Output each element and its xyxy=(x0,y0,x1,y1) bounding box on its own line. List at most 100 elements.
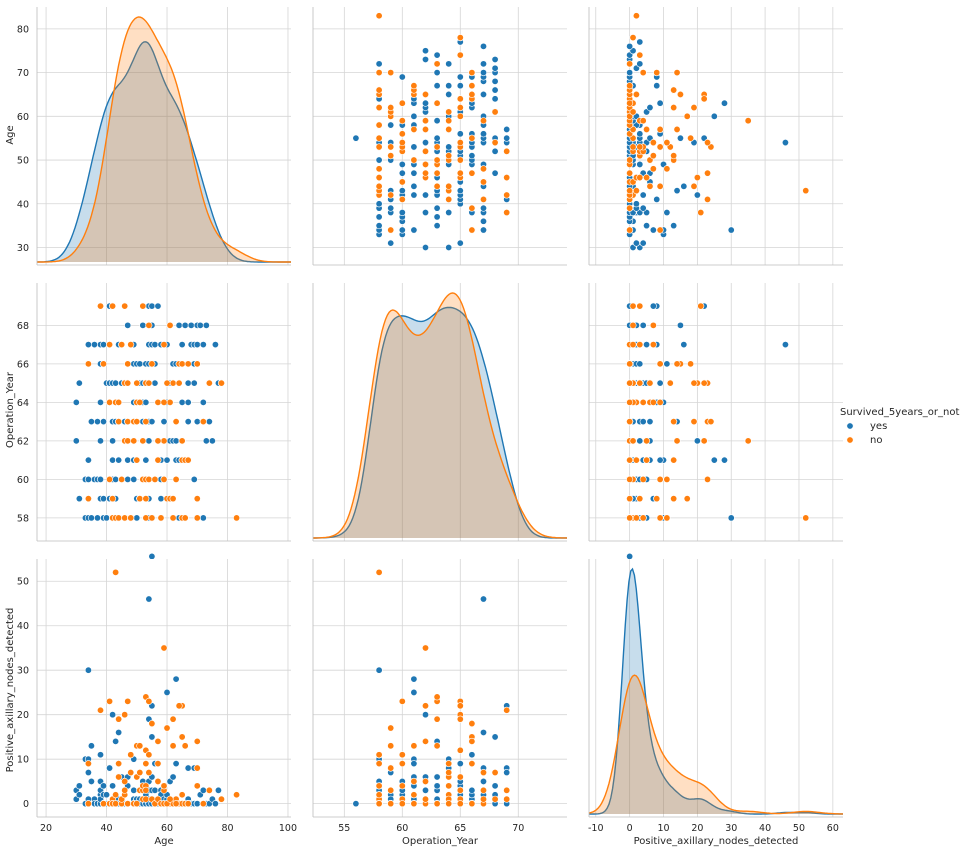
point-yes xyxy=(151,786,159,794)
point-no xyxy=(375,12,383,20)
point-no xyxy=(456,139,464,147)
point-no xyxy=(115,760,123,768)
point-yes xyxy=(87,777,95,785)
point-no xyxy=(387,226,395,234)
point-yes xyxy=(680,341,688,349)
point-no xyxy=(626,187,634,195)
point-yes xyxy=(639,239,647,247)
point-no xyxy=(410,156,418,164)
point-yes xyxy=(479,217,487,225)
point-no xyxy=(649,341,657,349)
point-yes xyxy=(193,341,201,349)
point-no xyxy=(663,514,671,522)
y-tick-label: 64 xyxy=(17,398,29,409)
point-no xyxy=(145,751,153,759)
point-no xyxy=(666,379,674,387)
point-yes xyxy=(109,711,117,719)
point-no xyxy=(124,360,132,368)
point-no xyxy=(445,117,453,125)
point-yes xyxy=(109,456,117,464)
point-no xyxy=(121,777,129,785)
point-yes xyxy=(445,244,453,252)
point-no xyxy=(106,398,114,406)
point-yes xyxy=(445,143,453,151)
point-no xyxy=(670,418,678,426)
point-no xyxy=(503,209,511,217)
point-no xyxy=(97,706,105,714)
point-yes xyxy=(148,733,156,741)
point-no xyxy=(456,169,464,177)
point-no xyxy=(139,437,147,445)
point-no xyxy=(422,777,430,785)
point-yes xyxy=(75,379,83,387)
point-yes xyxy=(491,733,499,741)
point-yes xyxy=(636,160,644,168)
point-yes xyxy=(422,244,430,252)
point-no xyxy=(387,69,395,77)
point-yes xyxy=(199,341,207,349)
x-tick-label: 65 xyxy=(454,823,466,834)
x-tick-label: 100 xyxy=(279,823,297,834)
point-yes xyxy=(103,791,111,799)
point-no xyxy=(410,800,418,808)
point-no xyxy=(649,165,657,173)
point-yes xyxy=(109,437,117,445)
point-yes xyxy=(84,769,92,777)
y-tick-label: 20 xyxy=(17,710,29,721)
point-yes xyxy=(639,321,647,329)
y-tick-label: 70 xyxy=(17,68,29,79)
point-yes xyxy=(410,169,418,177)
point-no xyxy=(503,174,511,182)
point-no xyxy=(160,398,168,406)
point-no xyxy=(127,751,135,759)
point-no xyxy=(133,379,141,387)
point-yes xyxy=(410,675,418,683)
point-no xyxy=(375,69,383,77)
point-yes xyxy=(433,773,441,781)
point-no xyxy=(142,514,150,522)
point-no xyxy=(124,437,132,445)
point-yes xyxy=(491,782,499,790)
x-tick-label: 50 xyxy=(793,823,805,834)
point-yes xyxy=(410,688,418,696)
panel-operation-year-vs-age: 58 60 62 64 66 68 xyxy=(17,283,291,560)
point-no xyxy=(193,495,201,503)
point-yes xyxy=(433,69,441,77)
point-no xyxy=(491,795,499,803)
point-no xyxy=(639,475,647,483)
kde-fill-yes xyxy=(37,41,291,262)
point-yes xyxy=(115,728,123,736)
point-yes xyxy=(422,711,430,719)
point-yes xyxy=(178,341,186,349)
point-no xyxy=(410,791,418,799)
point-yes xyxy=(172,675,180,683)
point-yes xyxy=(422,47,430,55)
kde-line-no xyxy=(37,16,291,263)
point-no xyxy=(479,165,487,173)
point-yes xyxy=(479,777,487,785)
legend-label-yes: yes xyxy=(870,421,887,432)
point-yes xyxy=(154,302,162,310)
panel-positive-axillary-nodes-detected-vs-operation-year: 55 60 65 70 xyxy=(312,559,567,834)
point-yes xyxy=(375,666,383,674)
point-yes xyxy=(636,360,644,368)
x-tick-label: 30 xyxy=(725,823,737,834)
point-yes xyxy=(479,595,487,603)
point-no xyxy=(663,139,671,147)
point-yes xyxy=(727,226,735,234)
point-no xyxy=(656,182,664,190)
point-yes xyxy=(97,475,105,483)
point-no xyxy=(670,456,678,464)
point-no xyxy=(422,117,430,125)
point-no xyxy=(687,134,695,142)
point-no xyxy=(626,495,634,503)
point-no xyxy=(433,742,441,750)
point-yes xyxy=(398,226,406,234)
point-yes xyxy=(653,195,661,203)
point-no xyxy=(445,152,453,160)
point-no xyxy=(422,702,430,710)
y-tick-label: 40 xyxy=(17,621,29,632)
point-yes xyxy=(479,90,487,98)
point-yes xyxy=(160,418,168,426)
y-tick-label: 50 xyxy=(17,156,29,167)
